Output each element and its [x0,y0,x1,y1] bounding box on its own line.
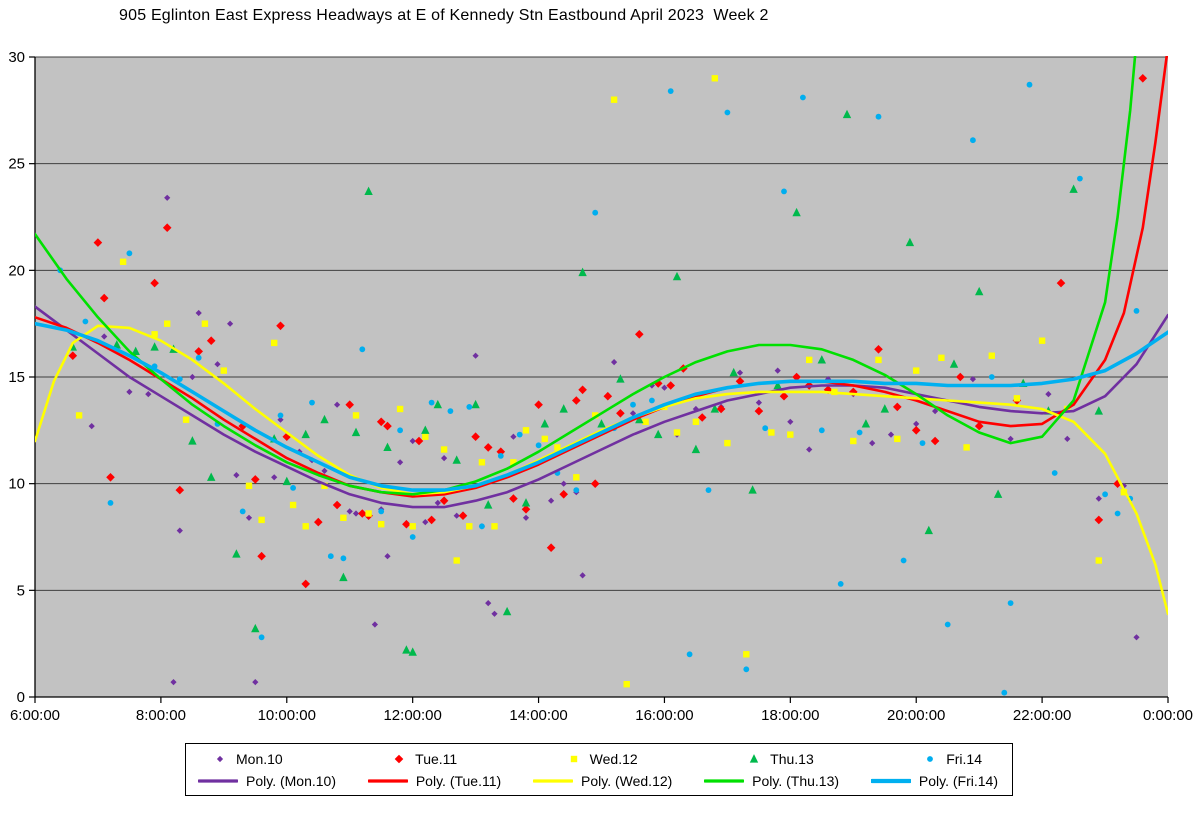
legend-label: Mon.10 [236,751,283,767]
legend-item-Poly.-Wed.12-: Poly. (Wed.12) [533,773,672,789]
trendline-Poly. (Wed.12) [35,324,1168,616]
trendline-Poly. (Fri.14) [35,321,1168,492]
legend-item-Mon.10: Mon.10 [212,751,283,767]
legend-label: Thu.13 [770,751,814,767]
y-tick-label: 30 [8,49,25,66]
trendline-Poly. (Thu.13) [35,56,1137,496]
x-tick-label: 18:00:00 [761,707,819,724]
x-tick-label: 8:00:00 [136,707,186,724]
trendline-Poly. (Mon.10) [35,305,1168,509]
trendline-swatch-icon [704,779,745,783]
triangle-marker-icon [749,754,759,763]
trendline-swatch-icon [198,779,238,783]
y-tick-label: 5 [17,582,25,599]
legend-item-Poly.-Thu.13-: Poly. (Thu.13) [704,773,839,789]
x-tick-label: 20:00:00 [887,707,945,724]
legend-item-Fri.14: Fri.14 [922,751,982,767]
y-tick-label: 20 [8,262,25,279]
y-tick-label: 15 [8,369,25,386]
legend-item-Poly.-Tue.11-: Poly. (Tue.11) [367,773,502,789]
legend-row-markers: Mon.10 Tue.11 Wed.12 Thu.13 Fri.14 [186,751,1012,767]
trendline-swatch-icon [533,779,574,783]
y-tick-label: 10 [8,476,25,493]
legend-label: Poly. (Tue.11) [415,773,502,789]
x-tick-label: 0:00:00 [1143,707,1193,724]
legend-item-Tue.11: Tue.11 [391,751,457,767]
chart-canvas: 6:00:00 8:00:00 10:00:00 12:00:00 14:00:00 16… [8,49,1193,724]
chart-title: 905 Eglinton East Express Headways at E … [119,7,769,24]
series-Thu.13 [68,109,1103,656]
diamond-marker-icon [394,754,404,764]
legend-label: Fri.14 [946,751,982,767]
legend-label: Wed.12 [589,751,638,767]
x-tick-label: 6:00:00 [10,707,60,724]
x-tick-label: 10:00:00 [258,707,316,724]
legend-row-trendlines: Poly. (Mon.10) Poly. (Tue.11) Poly. (Wed.1… [186,773,1012,789]
legend-item-Thu.13: Thu.13 [746,751,814,767]
legend-label: Tue.11 [415,751,458,767]
x-tick-label: 12:00:00 [383,707,441,724]
x-tick-label: 14:00:00 [509,707,567,724]
legend-item-Poly.-Fri.14-: Poly. (Fri.14) [870,773,998,789]
legend-label: Poly. (Mon.10) [246,773,336,789]
y-tick-label: 25 [8,156,25,173]
legend: Mon.10 Tue.11 Wed.12 Thu.13 Fri.14 Poly. (Mo… [185,743,1013,796]
diamond-marker-icon [216,755,224,763]
legend-label: Poly. (Fri.14) [918,773,998,789]
legend-item-Poly.-Mon.10-: Poly. (Mon.10) [198,773,336,789]
square-marker-icon [570,755,577,763]
legend-label: Poly. (Thu.13) [752,773,840,789]
legend-item-Wed.12: Wed.12 [566,751,638,767]
trendline-Poly. (Tue.11) [35,56,1168,498]
x-tick-label: 22:00:00 [1013,707,1071,724]
series-Tue.11 [68,74,1148,589]
y-tick-label: 0 [17,689,25,706]
circle-marker-icon [927,756,934,762]
trendline-swatch-icon [870,778,911,784]
legend-label: Poly. (Wed.12) [581,773,673,789]
x-tick-label: 16:00:00 [635,707,693,724]
trendline-swatch-icon [367,779,408,783]
